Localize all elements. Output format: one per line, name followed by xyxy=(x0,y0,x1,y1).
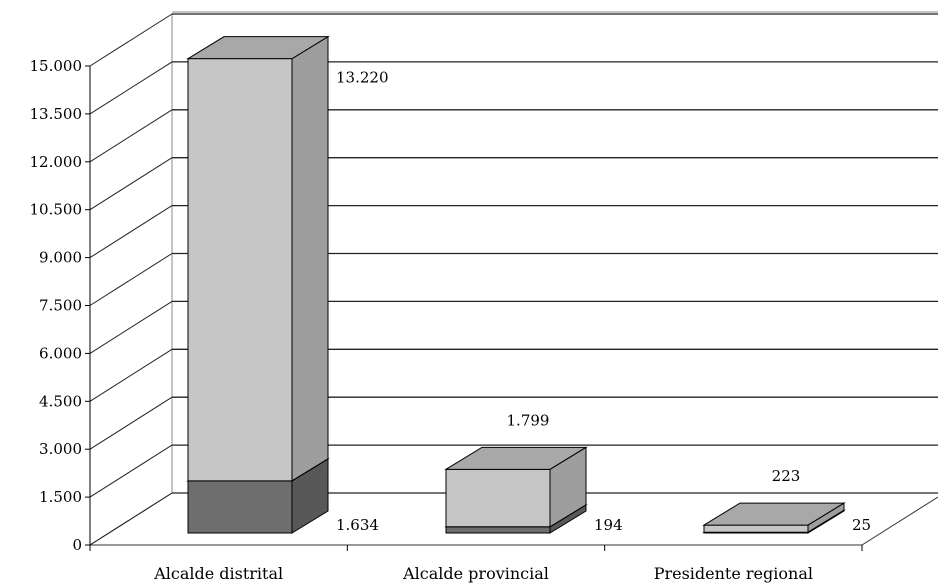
bars xyxy=(186,35,846,534)
y-tick-label: 10.500 xyxy=(30,201,83,219)
y-tick-label: 3.000 xyxy=(39,440,82,458)
bar-front-face xyxy=(703,524,809,533)
y-tick-label: 6.000 xyxy=(39,344,82,362)
data-label-top: 13.220 xyxy=(336,69,389,87)
y-tick-label: 4.500 xyxy=(39,392,82,410)
bar-top-face xyxy=(186,36,330,60)
side-gridline xyxy=(89,13,173,67)
bar-top-face xyxy=(702,502,846,526)
y-tick-label: 7.500 xyxy=(39,297,82,315)
data-label-top: 223 xyxy=(772,467,801,485)
y-tick-label: 15.000 xyxy=(30,57,83,75)
data-label-top: 1.799 xyxy=(507,411,550,429)
labels: 0 1.500 3.000 4.500 6.000 7.500 9.000 10.500 12.… xyxy=(30,57,872,583)
side-gridline xyxy=(89,109,173,163)
side-gridline xyxy=(89,157,173,211)
x-category-label: Alcalde distrital xyxy=(153,564,283,583)
side-gridline xyxy=(89,61,173,115)
bar-segment-top xyxy=(186,35,330,482)
x-category-label: Presidente regional xyxy=(654,564,813,583)
bar-top-face xyxy=(444,446,588,470)
bar-segment-top xyxy=(444,446,588,528)
bar-front-face xyxy=(187,58,293,482)
y-tick-label: 9.000 xyxy=(39,249,82,267)
bar-front-face xyxy=(445,526,551,534)
bar-front-face xyxy=(445,468,551,528)
y-tick-label: 13.500 xyxy=(30,105,83,123)
y-tick-label: 12.000 xyxy=(30,153,83,171)
side-gridline xyxy=(89,300,173,354)
side-gridline xyxy=(89,253,173,306)
side-gridline xyxy=(89,396,173,450)
x-category-label: Alcalde provincial xyxy=(402,564,549,583)
y-tick-label: 0 xyxy=(72,536,82,554)
bar-segment-top xyxy=(702,502,846,534)
bar-front-face xyxy=(187,480,293,534)
data-label-bottom: 194 xyxy=(594,516,623,534)
bar-side-face xyxy=(291,35,329,482)
side-gridline xyxy=(89,205,173,259)
y-tick-label: 1.500 xyxy=(39,488,82,506)
side-gridline xyxy=(89,492,173,546)
data-label-bottom: 1.634 xyxy=(336,516,379,534)
side-gridline xyxy=(89,348,173,402)
axes xyxy=(85,65,863,551)
side-gridline xyxy=(89,444,173,498)
data-label-bottom: 25 xyxy=(852,516,871,534)
